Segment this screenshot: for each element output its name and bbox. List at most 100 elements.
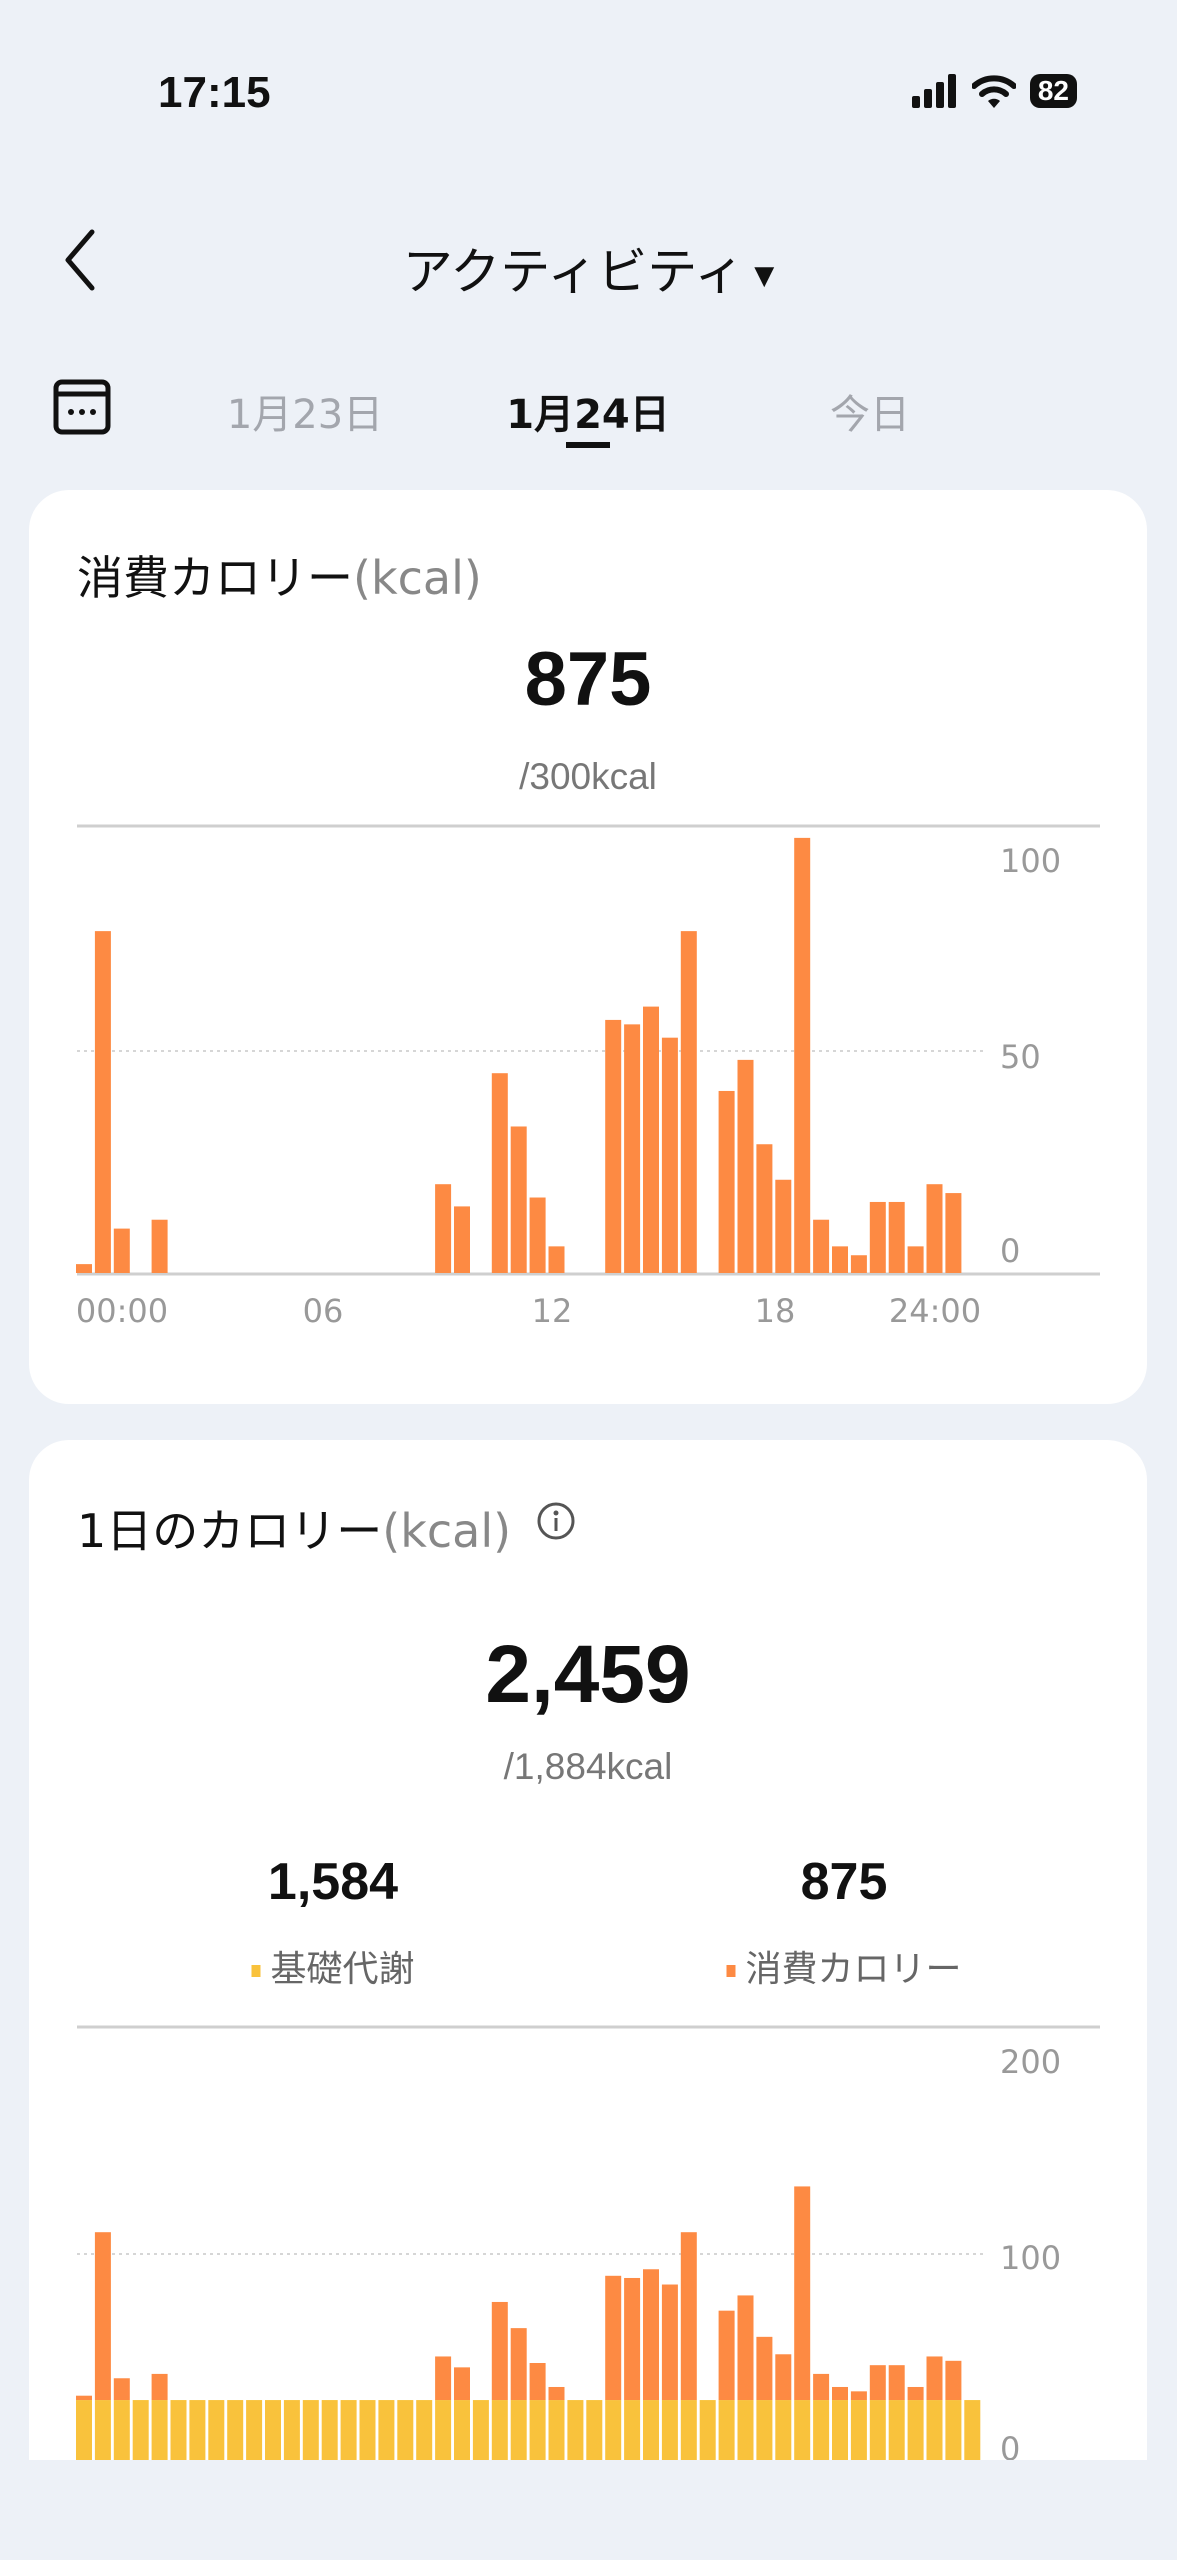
bar-active	[832, 2386, 848, 2401]
legend-swatch	[726, 1965, 736, 1977]
x-tick-label: 24:00	[889, 1292, 981, 1330]
bar-active	[775, 2354, 792, 2401]
legend-active: 消費カロリー	[726, 1940, 962, 1992]
bar-basal	[472, 2400, 489, 2460]
bar-active	[548, 2386, 565, 2401]
bar-basal	[624, 2400, 641, 2460]
bar-active	[94, 2232, 111, 2401]
bar	[491, 1073, 508, 1273]
bar-basal	[113, 2400, 130, 2460]
tab-jan-24[interactable]: 1月24日	[506, 392, 670, 438]
bar-active	[605, 2275, 622, 2401]
bar-basal	[454, 2400, 470, 2460]
bar-active	[869, 2365, 886, 2401]
bar-basal	[265, 2400, 281, 2460]
daily-calories-value: 2,459	[485, 1629, 691, 1720]
y-tick-label: 100	[1000, 2239, 1061, 2277]
bar	[850, 1255, 867, 1273]
chevron-left-icon	[65, 229, 95, 291]
status-icons: 82	[911, 74, 1077, 108]
legend-swatch	[251, 1965, 261, 1977]
bar-active	[680, 2232, 697, 2401]
basal-metabolism-value: 1,584	[267, 1853, 399, 1911]
bar	[76, 1264, 92, 1273]
bar-basal	[170, 2400, 187, 2460]
back-button[interactable]	[60, 228, 100, 296]
bar-basal	[510, 2400, 527, 2460]
legend-basal: 基礎代謝	[251, 1940, 415, 1992]
tab-today[interactable]: 今日	[830, 392, 910, 438]
page-title: アクティビティ	[402, 243, 745, 301]
bar-active	[945, 2360, 962, 2401]
wifi-icon	[971, 75, 1016, 108]
bar-active	[151, 2373, 168, 2401]
bar-basal	[869, 2400, 886, 2460]
bar-active	[643, 2269, 659, 2401]
bar-active	[76, 2395, 92, 2401]
bar-basal	[151, 2400, 168, 2460]
bar	[907, 1246, 924, 1273]
calendar-icon	[53, 379, 111, 435]
page-title-dropdown[interactable]: アクティビティ ▼	[0, 232, 1177, 304]
calendar-button[interactable]	[52, 376, 112, 440]
bar-basal	[699, 2400, 716, 2460]
bar-basal	[340, 2400, 357, 2460]
bar-active	[926, 2356, 943, 2401]
active-calories-chart: 100 50 0 00:00 06 12 18 24:00	[76, 824, 1100, 1330]
bar-basal	[832, 2400, 848, 2460]
bar-basal	[491, 2400, 508, 2460]
battery-level: 82	[1029, 74, 1077, 108]
bar-active	[813, 2373, 830, 2401]
y-tick-label: 200	[1000, 2043, 1061, 2081]
daily-calories-card: 1日のカロリー(kcal) 2,459 /1,884kcal 1,584 875…	[29, 1440, 1147, 2540]
bar-basal	[435, 2400, 452, 2460]
daily-calories-chart: 200 100 0	[76, 2025, 1100, 2460]
bar-active	[435, 2356, 452, 2401]
bar	[926, 1184, 943, 1273]
active-calories-goal: /300kcal	[519, 756, 657, 797]
bar	[813, 1219, 830, 1273]
bar	[775, 1179, 792, 1273]
bar-active	[454, 2367, 470, 2401]
bar-basal	[643, 2400, 659, 2460]
card-title: 1日のカロリー(kcal)	[77, 1495, 576, 1561]
bar-basal	[359, 2400, 376, 2460]
bar	[94, 931, 111, 1273]
bar-active	[113, 2378, 130, 2401]
x-tick-label: 12	[532, 1292, 573, 1330]
bar-active	[718, 2310, 735, 2401]
bar	[548, 1246, 565, 1273]
bar-basal	[283, 2400, 300, 2460]
bar-basal	[132, 2400, 149, 2460]
bar-active	[850, 2391, 867, 2401]
bar-basal	[794, 2400, 811, 2460]
bar-basal	[246, 2400, 263, 2460]
bar-basal	[775, 2400, 792, 2460]
bar-basal	[94, 2400, 111, 2460]
bar	[643, 1006, 659, 1273]
bar-basal	[548, 2400, 565, 2460]
bar	[151, 1219, 168, 1273]
active-tab-indicator	[566, 442, 610, 448]
bar-basal	[680, 2400, 697, 2460]
bar-basal	[718, 2400, 735, 2460]
bar-active	[737, 2295, 754, 2401]
bar-basal	[926, 2400, 943, 2460]
y-tick-label: 0	[1000, 2430, 1020, 2460]
x-tick-label: 18	[755, 1292, 796, 1330]
bar-active	[794, 2186, 811, 2401]
y-tick-label: 0	[1000, 1232, 1020, 1270]
caret-down-icon: ▼	[754, 260, 775, 291]
bar	[869, 1201, 886, 1273]
tab-jan-23[interactable]: 1月23日	[226, 392, 384, 438]
bar-basal	[529, 2400, 546, 2460]
bar	[624, 1024, 641, 1273]
bar	[454, 1206, 470, 1273]
active-calories-value: 875	[800, 1853, 888, 1911]
bar-basal	[586, 2400, 603, 2460]
info-icon[interactable]	[536, 1501, 576, 1541]
bar-basal	[850, 2400, 867, 2460]
bar-basal	[189, 2400, 206, 2460]
bar	[718, 1090, 735, 1273]
bar	[529, 1197, 546, 1273]
